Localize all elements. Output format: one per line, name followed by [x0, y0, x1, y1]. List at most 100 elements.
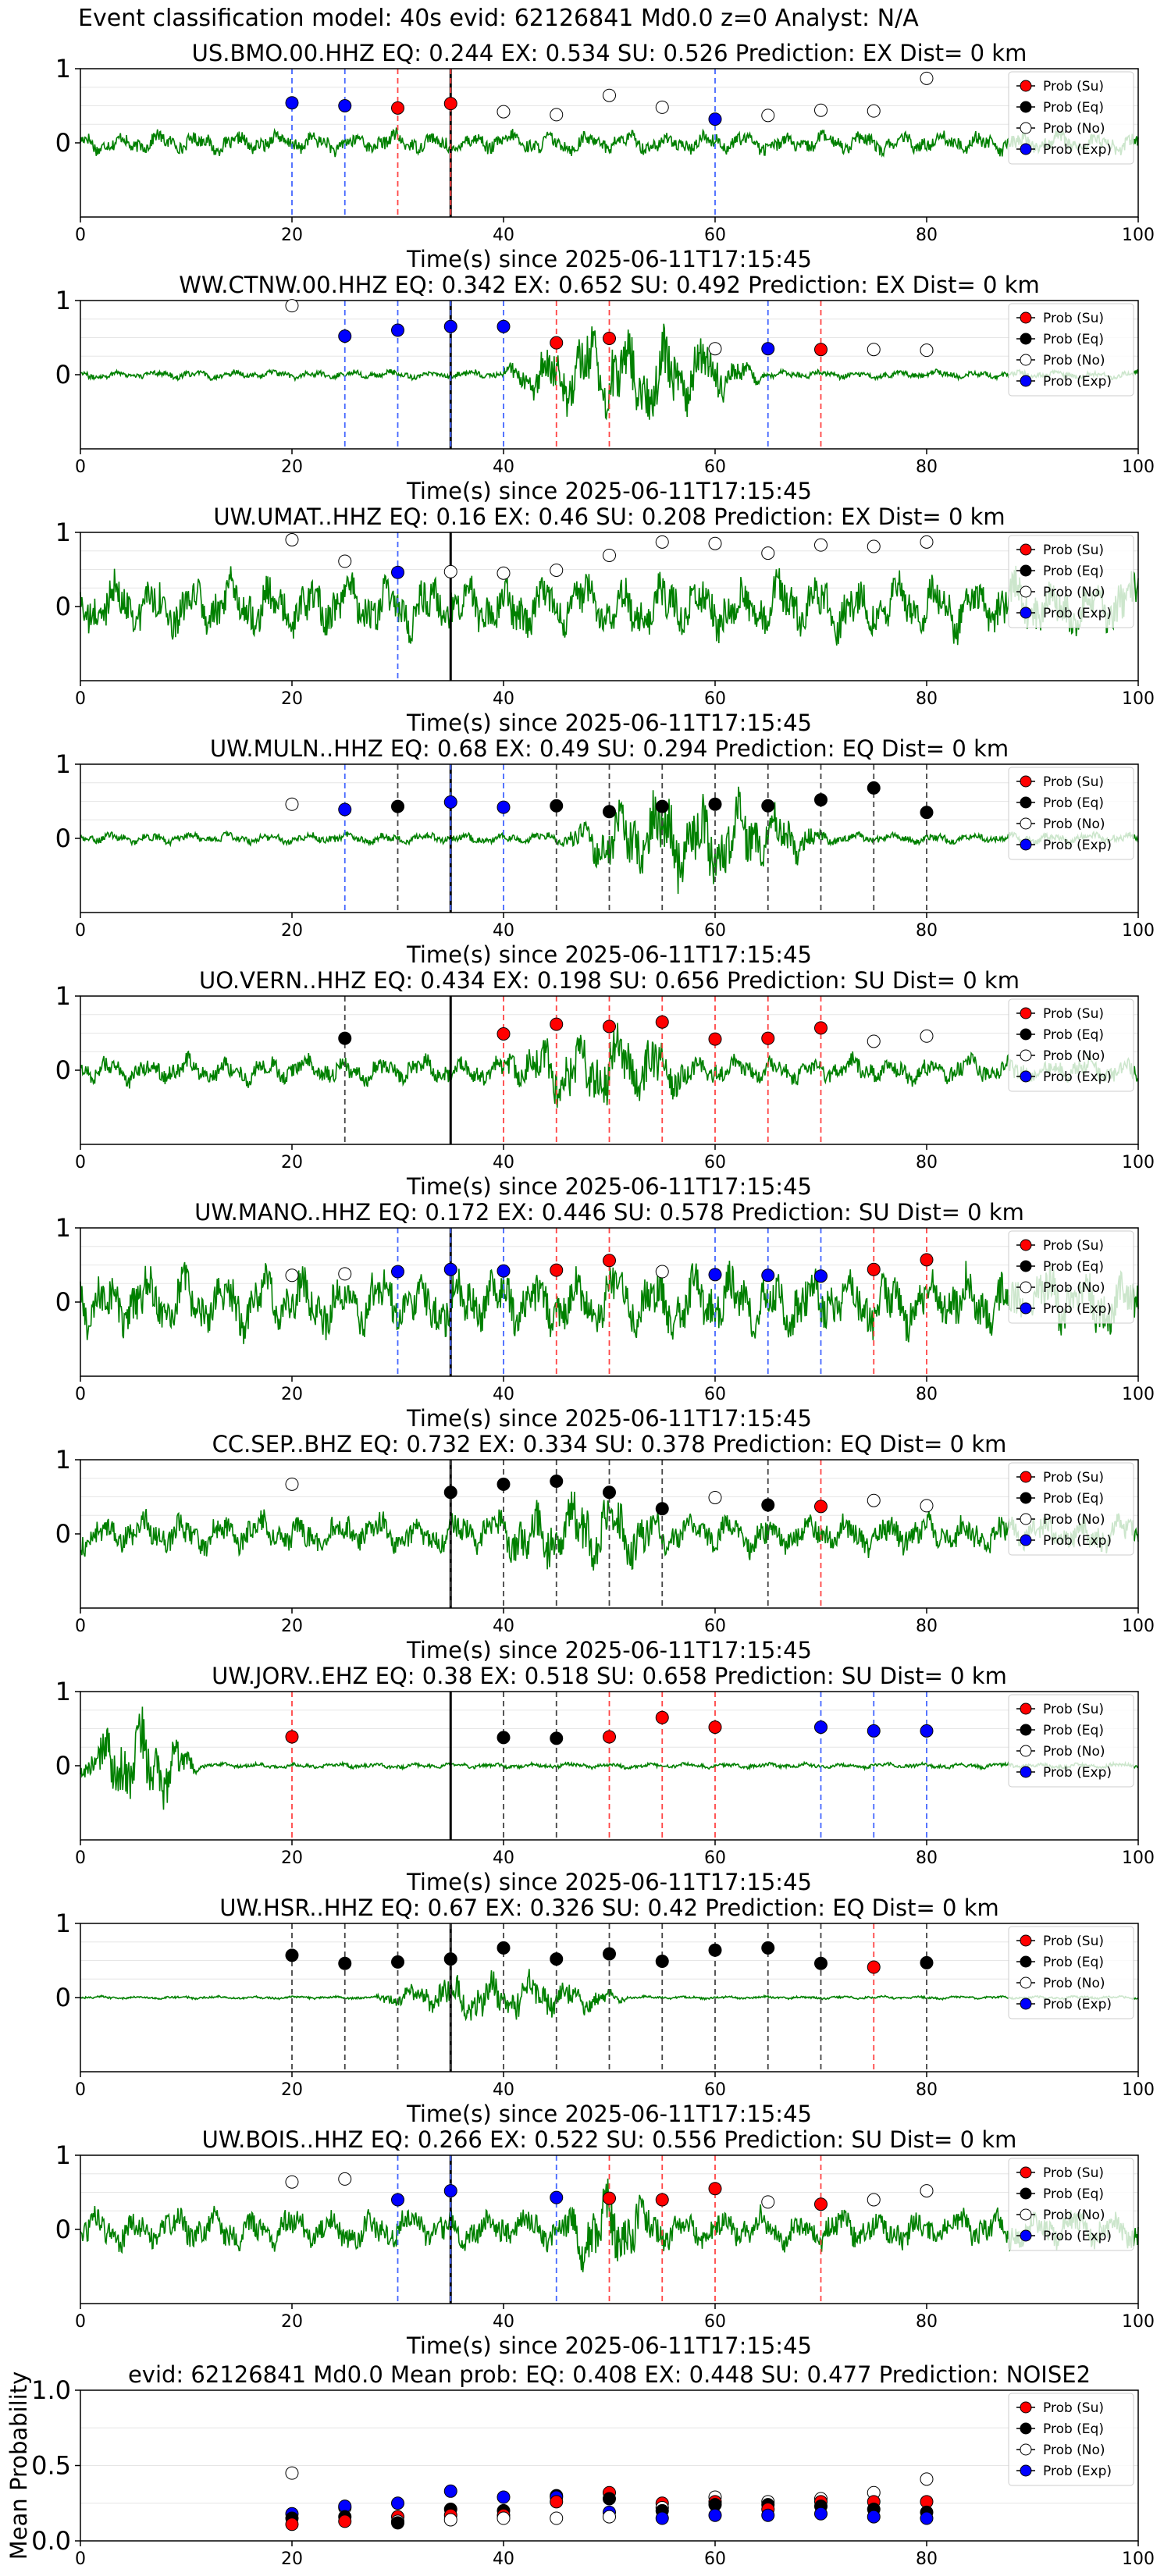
- y-tick-label: 1: [55, 286, 71, 315]
- mean-probability-panel: evid: 62126841 Md0.0 Mean prob: EQ: 0.40…: [5, 2361, 1155, 2569]
- prob-point-eq: [814, 793, 828, 807]
- prob-point-no: [867, 104, 881, 118]
- x-tick-label: 100: [1122, 2312, 1155, 2332]
- prob-point-exp: [443, 2184, 457, 2198]
- legend-marker-no: [1020, 2208, 1032, 2221]
- legend-label: Prob (No): [1043, 1976, 1105, 1991]
- prob-point-no: [603, 88, 616, 102]
- prob-point-no: [285, 533, 299, 546]
- prob-point-no: [285, 2466, 299, 2480]
- prob-point-eq: [920, 1955, 934, 1969]
- waveform-line: [80, 1969, 1139, 2022]
- legend-label: Prob (Eq): [1043, 1491, 1104, 1507]
- prob-point-eq: [603, 1485, 616, 1500]
- prob-point-no: [920, 535, 934, 549]
- x-tick-label: 80: [916, 1848, 938, 1868]
- legend-label: Prob (Su): [1043, 2165, 1104, 2181]
- x-tick-label: 20: [281, 1153, 303, 1172]
- prob-point-exp: [814, 1720, 828, 1735]
- legend-marker-eq: [1020, 1955, 1032, 1968]
- prob-point-eq: [761, 1941, 775, 1955]
- prob-point-no: [285, 299, 299, 313]
- prob-point-exp: [761, 1268, 775, 1283]
- prob-point-eq: [391, 2516, 404, 2530]
- x-tick-label: 60: [704, 921, 726, 941]
- x-tick-label: 60: [704, 1617, 726, 1636]
- panel-title: WW.CTNW.00.HHZ EQ: 0.342 EX: 0.652 SU: 0…: [179, 272, 1040, 298]
- x-tick-label: 20: [281, 2312, 303, 2332]
- x-tick-label: 40: [493, 2080, 514, 2100]
- x-tick-label: 80: [916, 2312, 938, 2332]
- x-tick-label: 40: [493, 1153, 514, 1172]
- legend-label: Prob (Su): [1043, 1470, 1104, 1485]
- prob-point-su: [603, 331, 616, 345]
- legend-marker-su: [1020, 1471, 1032, 1483]
- x-tick-label: 0: [75, 457, 86, 477]
- x-tick-label: 100: [1122, 2080, 1155, 2100]
- x-tick-label: 100: [1122, 2549, 1155, 2569]
- legend-box: [1008, 767, 1134, 860]
- prob-point-eq: [391, 1955, 404, 1969]
- prob-point-su: [285, 2517, 299, 2532]
- panel-title: CC.SEP..BHZ EQ: 0.732 EX: 0.334 SU: 0.37…: [212, 1431, 1007, 1457]
- prob-point-su: [655, 2193, 669, 2207]
- prob-point-eq: [391, 799, 404, 813]
- x-axis-label: Time(s) since 2025-06-11T17:15:45: [406, 1405, 812, 1432]
- legend: Prob (Su) Prob (Eq) Prob (No) Prob (Exp): [1008, 71, 1134, 165]
- x-tick-label: 40: [493, 2549, 514, 2569]
- legend-label: Prob (Exp): [1043, 374, 1112, 390]
- prob-point-no: [603, 2510, 616, 2524]
- prob-point-no: [708, 342, 722, 356]
- prob-point-su: [761, 1031, 775, 1045]
- legend-marker-eq: [1020, 796, 1032, 809]
- prob-point-no: [497, 566, 511, 580]
- prob-point-eq: [550, 1731, 564, 1745]
- y-tick-label: 0: [55, 360, 71, 390]
- legend: Prob (Su) Prob (Eq) Prob (No) Prob (Exp): [1008, 303, 1134, 397]
- prob-point-eq: [550, 799, 564, 813]
- legend: Prob (Su) Prob (Eq) Prob (No) Prob (Exp): [1008, 767, 1134, 860]
- legend-label: Prob (Exp): [1043, 1301, 1112, 1317]
- waveform-line: [80, 1491, 1139, 1571]
- x-tick-label: 60: [704, 689, 726, 709]
- x-tick-label: 80: [916, 921, 938, 941]
- legend-label: Prob (Eq): [1043, 1955, 1104, 1970]
- legend-marker-su: [1020, 775, 1032, 788]
- legend: Prob (Su) Prob (Eq) Prob (No) Prob (Exp): [1008, 2158, 1134, 2251]
- prob-point-no: [338, 554, 352, 568]
- station-panel-5: UO.VERN..HHZ EQ: 0.434 EX: 0.198 SU: 0.6…: [55, 967, 1155, 1200]
- prob-point-exp: [761, 2508, 775, 2522]
- legend-marker-eq: [1020, 2187, 1032, 2200]
- prob-point-eq: [920, 806, 934, 820]
- waveform-line: [80, 786, 1139, 895]
- legend-marker-no: [1020, 817, 1032, 830]
- panel-title: UO.VERN..HHZ EQ: 0.434 EX: 0.198 SU: 0.6…: [199, 967, 1020, 994]
- prob-point-su: [497, 1026, 511, 1041]
- legend-marker-su: [1020, 1007, 1032, 1019]
- x-tick-label: 80: [916, 1617, 938, 1636]
- prob-point-su: [814, 1021, 828, 1035]
- x-tick-label: 40: [493, 1848, 514, 1868]
- panel-title: evid: 62126841 Md0.0 Mean prob: EQ: 0.40…: [128, 2361, 1091, 2388]
- legend-marker-su: [1020, 1703, 1032, 1715]
- x-tick-label: 60: [704, 1848, 726, 1868]
- y-tick-label: 1: [55, 981, 71, 1011]
- legend-label: Prob (Eq): [1043, 2421, 1104, 2437]
- prob-point-eq: [285, 1948, 299, 1962]
- prob-point-su: [550, 1263, 564, 1277]
- x-tick-label: 20: [281, 2549, 303, 2569]
- y-tick-label: 1: [55, 54, 71, 84]
- x-tick-label: 100: [1122, 1153, 1155, 1172]
- legend-label: Prob (Eq): [1043, 2186, 1104, 2202]
- prob-point-exp: [443, 795, 457, 809]
- x-axis-label: Time(s) since 2025-06-11T17:15:45: [406, 1637, 812, 1663]
- waveform-line: [80, 126, 1139, 158]
- legend-label: Prob (No): [1043, 2208, 1105, 2223]
- station-panel-2: WW.CTNW.00.HHZ EQ: 0.342 EX: 0.652 SU: 0…: [55, 272, 1155, 504]
- y-axis-label: Mean Probability: [5, 2371, 32, 2560]
- prob-point-no: [761, 546, 775, 560]
- prob-point-eq: [443, 1485, 457, 1500]
- legend-marker-exp: [1020, 1302, 1032, 1315]
- prob-point-no: [867, 2193, 881, 2207]
